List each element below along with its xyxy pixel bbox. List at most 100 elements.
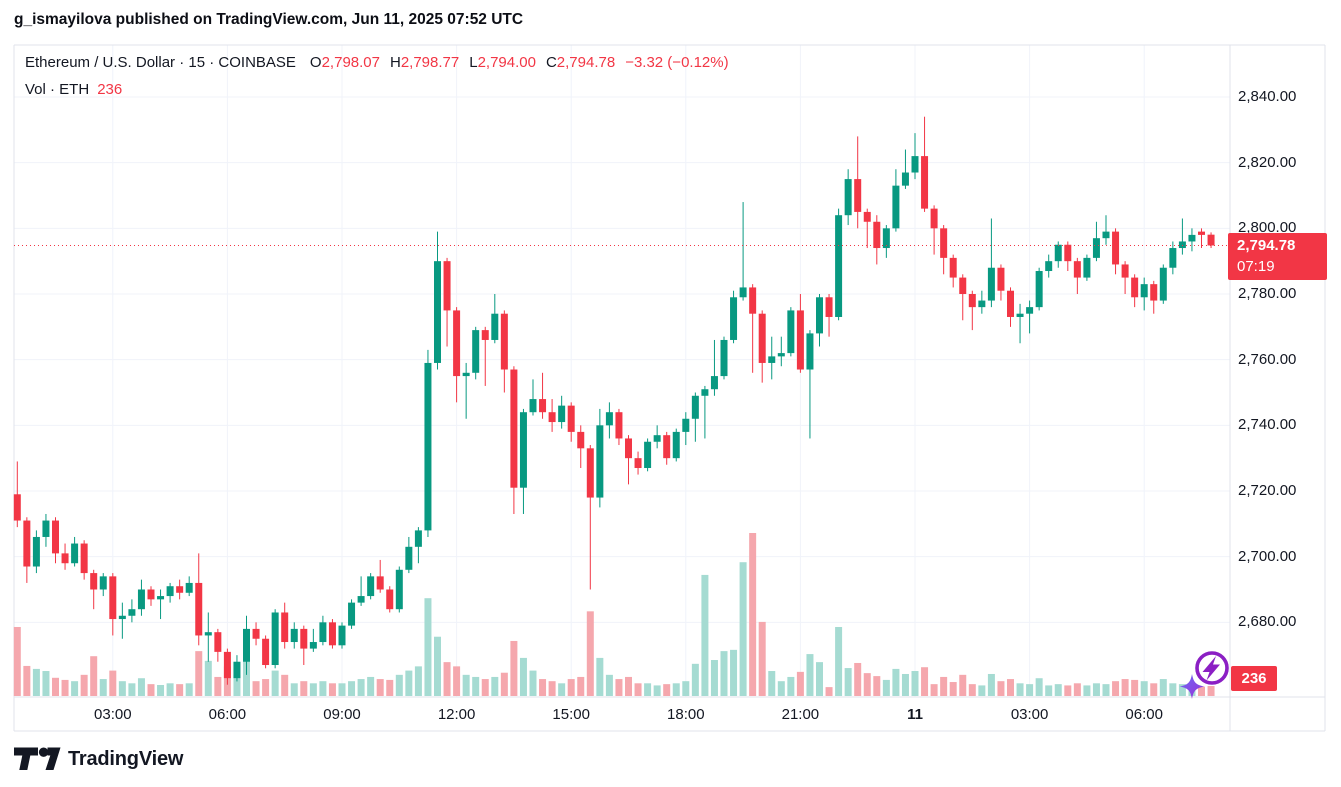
price-axis-label: 2,680.00 — [1238, 613, 1297, 631]
candle-body — [300, 628, 308, 649]
candle-body — [987, 267, 995, 301]
candle-body — [1092, 238, 1100, 258]
volume-bar — [1045, 685, 1053, 696]
candle-body — [137, 589, 145, 610]
time-axis-label: 03:00 — [94, 706, 132, 723]
candle-body — [472, 330, 480, 373]
volume-bar — [844, 668, 852, 696]
candle-body — [615, 412, 623, 439]
candle-body — [13, 494, 21, 521]
volume-bar — [176, 684, 184, 696]
volume-bar — [338, 683, 346, 696]
volume-bar — [80, 674, 88, 696]
volume-bar — [99, 679, 107, 696]
candle-body — [691, 395, 699, 419]
candle-body — [539, 399, 547, 413]
volume-bar — [634, 683, 642, 696]
price-axis-label: 2,760.00 — [1238, 350, 1297, 368]
volume-bar — [567, 679, 575, 696]
candle-body — [596, 425, 604, 498]
volume-bar — [777, 681, 785, 696]
candle-body — [23, 520, 31, 567]
candle-body — [262, 638, 270, 666]
volume-bar — [434, 636, 441, 696]
volume-bar — [710, 660, 718, 696]
price-axis-label: 2,720.00 — [1238, 481, 1297, 499]
volume-bar — [472, 676, 480, 696]
volume-bar — [300, 681, 308, 696]
candle-body — [1035, 271, 1043, 308]
volume-bar — [243, 660, 250, 696]
candle-body — [710, 376, 718, 390]
tradingview-logo[interactable]: TradingView — [14, 747, 183, 771]
candle-body — [768, 356, 776, 363]
volume-bar — [32, 668, 40, 696]
candle-body — [367, 576, 375, 597]
candle-body — [1188, 234, 1196, 242]
candle-body — [978, 300, 986, 308]
candle-body — [1121, 264, 1129, 278]
volume-bar — [166, 683, 174, 696]
candle-body — [577, 431, 585, 449]
candle-body — [1073, 261, 1081, 278]
price-axis-label: 2,800.00 — [1238, 219, 1297, 237]
volume-bar — [519, 657, 527, 696]
candle-body — [176, 586, 184, 593]
volume-bar — [357, 679, 365, 696]
candle-body — [1140, 284, 1148, 298]
tradingview-logo-icon — [14, 747, 61, 770]
candle-body — [921, 156, 929, 209]
candle-body — [663, 435, 671, 459]
candle-body — [882, 228, 890, 249]
candle-body — [854, 179, 862, 212]
candle-body — [1045, 261, 1053, 272]
volume-bar — [1102, 684, 1110, 696]
time-axis-label: 21:00 — [781, 706, 820, 723]
volume-bar — [1054, 684, 1062, 696]
candle-body — [185, 582, 193, 593]
candle-body — [625, 438, 632, 459]
volume-bar — [930, 684, 938, 696]
candle-body — [634, 458, 642, 469]
volume-bar — [185, 683, 193, 696]
volume-bar — [233, 674, 241, 696]
price-axis-label: 2,840.00 — [1238, 88, 1297, 105]
symbol-title[interactable]: Ethereum / U.S. Dollar · 15 · COINBASE — [25, 54, 296, 71]
candle-body — [930, 208, 938, 229]
candle-body — [567, 405, 575, 432]
symbol-legend[interactable]: Ethereum / U.S. Dollar · 15 · COINBASE O2… — [25, 52, 729, 74]
volume-bar — [653, 685, 661, 696]
volume-bar — [586, 611, 594, 696]
volume-bar — [739, 562, 747, 696]
volume-bar — [644, 683, 652, 696]
candle-body — [281, 612, 289, 643]
volume-bar — [367, 676, 375, 696]
candle-body — [328, 622, 336, 646]
volume-bar — [605, 674, 613, 696]
volume-bar — [873, 676, 881, 696]
candle-body — [80, 543, 88, 574]
volume-bar — [663, 684, 671, 696]
candle-body — [90, 573, 98, 590]
candle-body — [109, 576, 117, 620]
candle-body — [195, 582, 203, 636]
candle-body — [1198, 231, 1205, 235]
volume-bar — [128, 683, 136, 696]
candle-body — [243, 628, 250, 662]
candle-body — [940, 228, 948, 258]
volume-bar — [13, 626, 21, 696]
volume-legend[interactable]: Vol · ETH 236 — [25, 79, 122, 101]
volume-bar — [1178, 684, 1186, 696]
candle-body — [214, 632, 222, 652]
volume-bar — [701, 574, 709, 696]
volume-bar — [137, 678, 145, 696]
candle-body — [873, 221, 881, 249]
candle-body — [42, 520, 50, 537]
volume-bar — [1169, 683, 1177, 696]
candle-body — [1007, 290, 1014, 317]
candle-body — [309, 642, 317, 649]
candle-body — [959, 277, 967, 294]
time-axis-label: 09:00 — [323, 706, 361, 723]
